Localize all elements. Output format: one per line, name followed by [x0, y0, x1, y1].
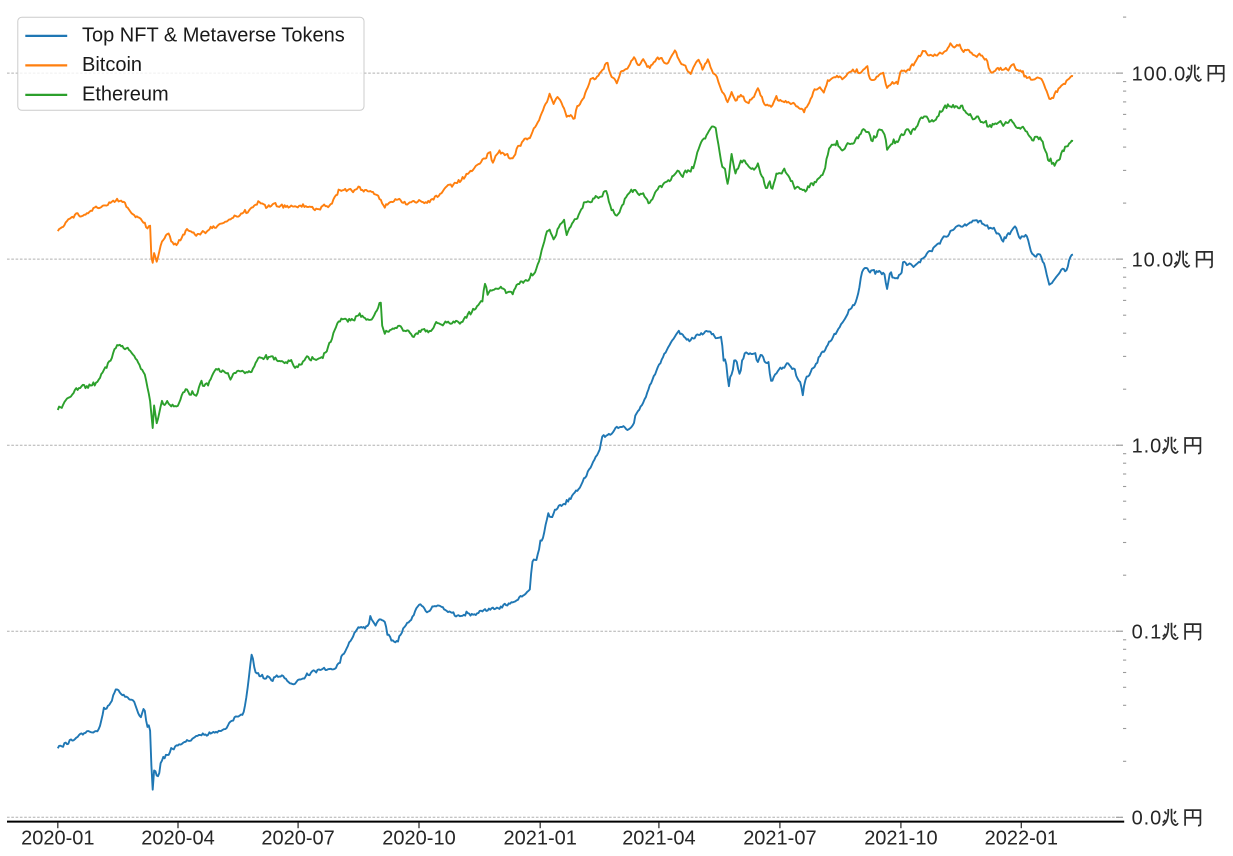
svg-text:2021-10: 2021-10	[864, 828, 937, 850]
svg-text:2020-04: 2020-04	[141, 828, 214, 850]
svg-text:2021-01: 2021-01	[503, 828, 576, 850]
svg-text:10.0: 10.0	[1132, 249, 1175, 271]
svg-text:0.0: 0.0	[1132, 808, 1163, 830]
svg-text:Bitcoin: Bitcoin	[82, 54, 142, 76]
svg-text:2020-01: 2020-01	[21, 828, 94, 850]
svg-text:100.0: 100.0	[1132, 63, 1187, 85]
svg-text:Ethereum: Ethereum	[82, 83, 169, 105]
svg-text:2021-07: 2021-07	[743, 828, 816, 850]
svg-text:2020-10: 2020-10	[382, 828, 455, 850]
svg-text:1.0: 1.0	[1132, 435, 1163, 457]
svg-text:0.1: 0.1	[1132, 622, 1163, 644]
svg-text:Top NFT & Metaverse Tokens: Top NFT & Metaverse Tokens	[82, 24, 345, 46]
svg-text:2020-07: 2020-07	[261, 828, 334, 850]
svg-text:2021-04: 2021-04	[622, 828, 695, 850]
svg-text:2022-01: 2022-01	[985, 828, 1058, 850]
